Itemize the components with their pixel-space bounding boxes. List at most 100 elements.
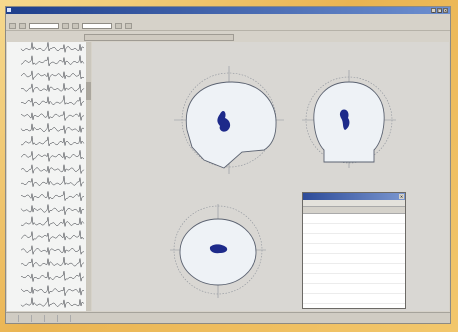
column-header[interactable]	[303, 207, 337, 213]
panel-close-button[interactable]: ×	[399, 194, 404, 199]
dipole-results-panel: ×	[302, 192, 406, 314]
eeg-trace	[20, 245, 85, 256]
axial-source-cluster	[209, 244, 228, 254]
sagittal-head	[185, 81, 277, 169]
table-row[interactable]	[303, 214, 405, 224]
eeg-trace	[20, 55, 85, 67]
eeg-trace	[20, 176, 85, 187]
table-cell	[371, 284, 405, 293]
table-cell	[337, 294, 371, 303]
close-button[interactable]: ×	[443, 8, 448, 13]
status-field-2	[19, 314, 32, 322]
column-header[interactable]	[337, 207, 371, 213]
viewer-tab[interactable]	[84, 34, 234, 41]
table-cell	[371, 234, 405, 243]
application-window: _ □ ×	[5, 6, 451, 324]
eeg-trace	[20, 216, 85, 228]
eeg-trace-panel	[7, 42, 87, 311]
minimize-button[interactable]: _	[431, 8, 436, 13]
table-cell	[371, 254, 405, 263]
panel-subtitle	[303, 200, 405, 206]
eeg-scrollbar[interactable]	[86, 42, 91, 311]
toolbar-button-next[interactable]	[72, 22, 79, 29]
table-cell	[337, 264, 371, 273]
toolbar-field-1[interactable]	[29, 22, 59, 29]
toolbar	[6, 21, 450, 31]
eeg-trace	[20, 42, 85, 53]
toolbar-button-prev[interactable]	[62, 22, 69, 29]
table-cell	[337, 244, 371, 253]
eeg-trace	[20, 83, 85, 93]
axial-view	[170, 204, 266, 298]
table-row[interactable]	[303, 284, 405, 294]
status-field-4	[45, 314, 58, 322]
status-field-5	[58, 314, 71, 322]
eeg-trace	[20, 230, 85, 242]
eeg-trace	[20, 70, 85, 81]
table-cell	[303, 244, 337, 253]
sagittal-source-cluster	[217, 111, 231, 132]
table-cell	[371, 294, 405, 303]
window-controls: _ □ ×	[431, 8, 448, 13]
table-row[interactable]	[303, 244, 405, 254]
head-views	[170, 66, 396, 298]
panel-title-bar: ×	[303, 193, 405, 200]
column-header[interactable]	[371, 207, 405, 213]
coronal-view	[302, 70, 396, 168]
status-field-1	[6, 314, 19, 322]
table-cell	[371, 214, 405, 223]
table-row[interactable]	[303, 234, 405, 244]
eeg-trace	[20, 110, 85, 121]
app-icon	[7, 8, 11, 12]
maximize-button[interactable]: □	[437, 8, 442, 13]
table-row[interactable]	[303, 294, 405, 304]
toolbar-button-save[interactable]	[19, 22, 26, 29]
eeg-trace	[20, 150, 85, 162]
table-cell	[337, 284, 371, 293]
eeg-trace	[20, 123, 85, 134]
eeg-trace	[20, 271, 85, 282]
sagittal-view	[174, 66, 284, 174]
eeg-trace	[20, 297, 85, 308]
table-cell	[371, 264, 405, 273]
coronal-source-cluster	[339, 109, 350, 130]
eeg-trace	[20, 136, 85, 147]
toolbar-button-zoom[interactable]	[115, 22, 122, 29]
table-cell	[303, 234, 337, 243]
table-cell	[371, 224, 405, 233]
table-cell	[303, 264, 337, 273]
eeg-trace	[20, 285, 85, 296]
toolbar-field-2[interactable]	[82, 22, 112, 29]
table-cell	[303, 284, 337, 293]
table-row[interactable]	[303, 224, 405, 234]
menu-bar	[6, 14, 450, 21]
eeg-trace	[20, 95, 85, 107]
table-row[interactable]	[303, 274, 405, 284]
table-row[interactable]	[303, 254, 405, 264]
table-cell	[337, 214, 371, 223]
eeg-trace	[20, 191, 85, 202]
eeg-trace	[20, 204, 85, 215]
status-bar	[6, 312, 450, 323]
toolbar-button-view[interactable]	[125, 22, 132, 29]
table-cell	[337, 274, 371, 283]
table-cell	[303, 214, 337, 223]
source-view-canvas: ×	[92, 42, 449, 314]
eeg-trace	[20, 164, 85, 174]
toolbar-button-open[interactable]	[9, 22, 16, 29]
table-row[interactable]	[303, 264, 405, 274]
eeg-trace	[20, 257, 85, 268]
table-cell	[303, 294, 337, 303]
table-cell	[371, 274, 405, 283]
panel-table-header	[303, 206, 405, 214]
title-bar: _ □ ×	[6, 7, 450, 14]
panel-table-body	[303, 214, 405, 314]
table-cell	[303, 224, 337, 233]
table-cell	[337, 224, 371, 233]
scrollbar-thumb[interactable]	[86, 82, 91, 100]
table-cell	[371, 244, 405, 253]
table-cell	[303, 254, 337, 263]
table-cell	[303, 274, 337, 283]
table-cell	[337, 234, 371, 243]
status-field-3	[32, 314, 45, 322]
